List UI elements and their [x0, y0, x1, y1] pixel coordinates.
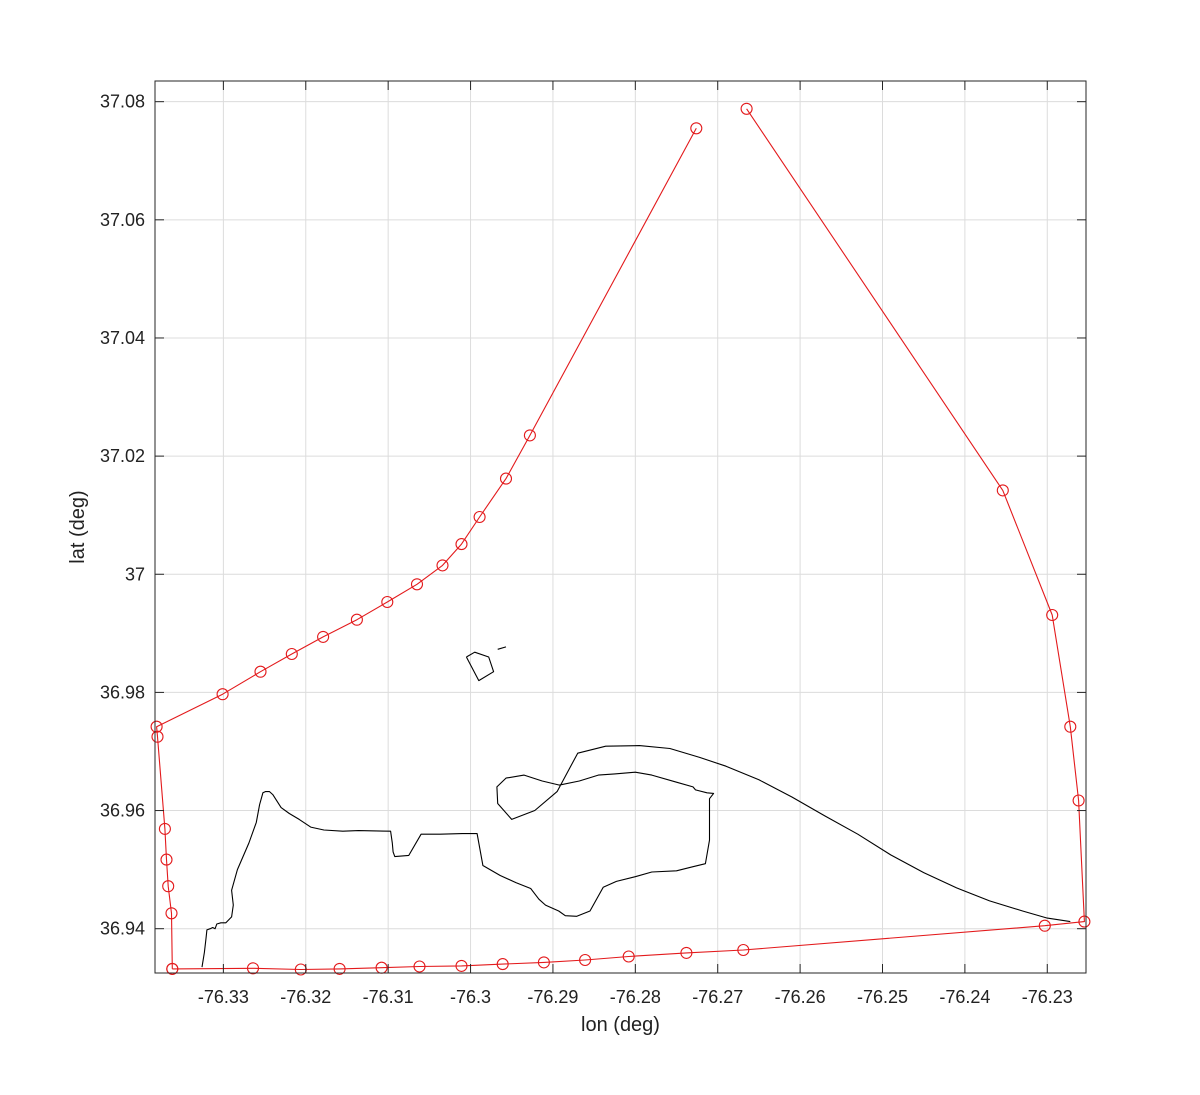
track-point [165, 907, 178, 920]
track-point [1046, 608, 1059, 622]
track-point [285, 647, 298, 661]
series-layer [150, 102, 1091, 976]
track-point [166, 962, 179, 975]
track-point [473, 510, 486, 524]
x-tick-label: -76.29 [527, 987, 578, 1007]
track-point [436, 559, 449, 572]
axis-ticks [155, 81, 1086, 973]
track-point [246, 962, 260, 975]
track-point [162, 880, 175, 893]
x-tick-label: -76.32 [280, 987, 331, 1007]
y-tick-labels: 36.94 36.96 36.98 37 37.02 37.04 37.06 37.08 [100, 92, 145, 939]
track-point [455, 959, 468, 972]
x-tick-label: -76.26 [775, 987, 826, 1007]
x-tick-label: -76.23 [1022, 987, 1073, 1007]
plot-frame [154, 80, 1087, 974]
track-point [1072, 794, 1085, 807]
track-point [1038, 919, 1051, 932]
track-point [350, 613, 363, 626]
track-point [333, 962, 346, 975]
track-point [680, 946, 693, 959]
track-point [499, 472, 513, 485]
track-point [1064, 720, 1077, 733]
x-tick-label: -76.3 [450, 987, 491, 1007]
y-tick-label: 37.02 [100, 446, 145, 466]
track-point [996, 484, 1009, 497]
plot-area [155, 81, 1086, 973]
coastline-4 [465, 651, 495, 682]
track-point [579, 953, 592, 967]
track-line-2 [172, 108, 1085, 971]
coastline-5 [497, 646, 507, 650]
track-point [151, 730, 164, 743]
y-tick-label: 37 [125, 564, 145, 584]
track-point [537, 956, 550, 969]
track-point [317, 630, 330, 643]
track-point [410, 578, 424, 591]
y-tick-label: 36.98 [100, 682, 145, 702]
x-tick-label: -76.31 [363, 987, 414, 1007]
x-tick-label: -76.28 [610, 987, 661, 1007]
x-tick-label: -76.27 [692, 987, 743, 1007]
x-tick-label: -76.24 [939, 987, 990, 1007]
y-tick-label: 36.94 [100, 919, 145, 939]
track-point [455, 538, 468, 551]
x-tick-label: -76.33 [198, 987, 249, 1007]
track-point [160, 853, 173, 866]
x-tick-labels: -76.33 -76.32 -76.31 -76.3 -76.29 -76.28 -76.2… [198, 987, 1073, 1007]
y-tick-label: 37.04 [100, 328, 145, 348]
x-axis-label: lon (deg) [581, 1014, 660, 1036]
track-point [690, 122, 703, 135]
track-point [413, 960, 426, 973]
track-point [216, 688, 229, 701]
track-point [737, 943, 750, 957]
track-point [381, 595, 394, 609]
track-point [294, 963, 307, 976]
track-point [622, 950, 635, 963]
track-point [158, 822, 171, 835]
track-point [254, 665, 267, 678]
track-point [523, 429, 536, 442]
y-tick-label: 36.96 [100, 801, 145, 821]
track-point [496, 958, 509, 971]
y-axis-label: lat (deg) [67, 490, 89, 563]
y-tick-label: 37.08 [100, 92, 145, 112]
track-point [740, 102, 753, 115]
track-point [1078, 915, 1091, 928]
x-tick-label: -76.25 [857, 987, 908, 1007]
track-point [150, 720, 163, 733]
coastline-3 [201, 745, 1071, 968]
y-tick-label: 37.06 [100, 210, 145, 230]
grid-lines [155, 81, 1086, 973]
